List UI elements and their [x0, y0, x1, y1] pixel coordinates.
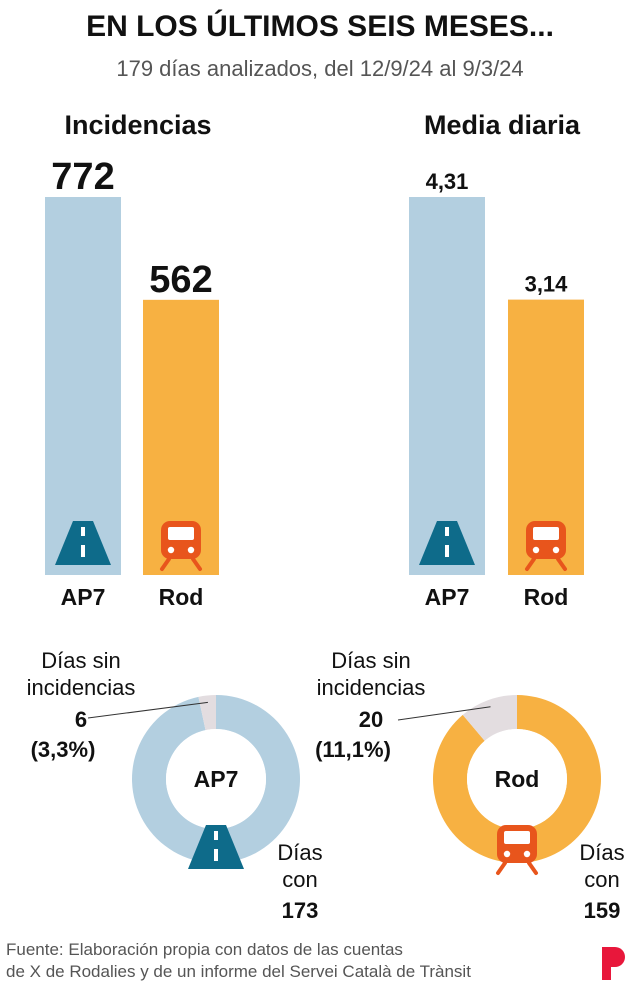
page-subtitle: 179 días analizados, del 12/9/24 al 9/3/… — [116, 56, 523, 81]
category-label: Rod — [524, 584, 569, 610]
bar-value-label: 4,31 — [426, 169, 469, 194]
bar-value-label: 772 — [51, 156, 114, 198]
slice-percent: (3,3%) — [31, 737, 96, 762]
slice-dias-con — [132, 695, 301, 863]
highway-icon — [419, 521, 475, 565]
slice-value: 173 — [282, 898, 319, 923]
category-label: AP7 — [425, 584, 470, 610]
donut-center-label: AP7 — [194, 766, 239, 792]
donut-hole — [467, 729, 567, 829]
slice-label: incidencias — [27, 675, 136, 700]
slice-label: Días sin — [41, 648, 120, 673]
bar-charts: Incidencias 772 AP7 562 Rod Media diaria 4,31 A… — [45, 110, 584, 610]
bar-value-label: 3,14 — [525, 272, 569, 297]
page-title: EN LOS ÚLTIMOS SEIS MESES... — [86, 9, 554, 43]
highway-icon — [55, 521, 111, 565]
slice-label: con — [282, 867, 317, 892]
slice-label: incidencias — [317, 675, 426, 700]
bar-ap7 — [409, 197, 485, 575]
donut-center-label: Rod — [495, 766, 540, 792]
slice-label: Días — [579, 840, 624, 865]
bar-chart-incidencias: Incidencias 772 AP7 562 Rod — [45, 110, 219, 610]
slice-value: 159 — [584, 898, 621, 923]
source-note-line-1: Fuente: Elaboración propia con datos de … — [6, 940, 403, 959]
donut-hole — [166, 729, 266, 829]
brand-p-logo-icon — [602, 947, 625, 980]
train-icon — [496, 825, 538, 875]
leader-line — [87, 701, 208, 719]
slice-dias-sin — [198, 695, 216, 731]
train-icon — [525, 521, 567, 571]
train-icon — [160, 521, 202, 571]
source-note-line-2: de X de Rodalies y de un informe del Ser… — [6, 962, 471, 981]
slice-dias-sin — [462, 695, 517, 741]
slice-label: Días sin — [331, 648, 410, 673]
bar-chart-media-diaria: Media diaria 4,31 AP7 3,14 Rod — [409, 110, 584, 610]
slice-label: con — [584, 867, 619, 892]
slice-label: Días — [277, 840, 322, 865]
category-label: AP7 — [61, 584, 106, 610]
slice-value: 6 — [75, 707, 87, 732]
highway-icon — [188, 825, 244, 869]
leader-line — [397, 706, 491, 721]
slice-percent: (11,1%) — [315, 737, 391, 762]
slice-dias-con — [433, 695, 601, 863]
chart-title: Incidencias — [64, 110, 211, 140]
bar-value-label: 562 — [149, 259, 212, 301]
bar-ap7 — [45, 197, 121, 575]
slice-value: 20 — [359, 707, 383, 732]
chart-title: Media diaria — [424, 110, 581, 140]
category-label: Rod — [159, 584, 204, 610]
